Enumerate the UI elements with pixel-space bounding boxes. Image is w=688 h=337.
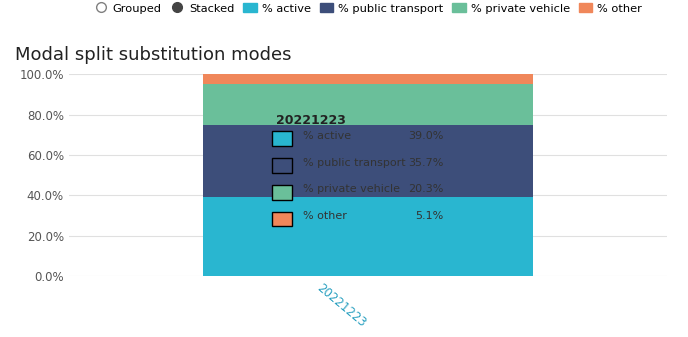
Text: 35.7%: 35.7% xyxy=(408,158,443,167)
Bar xyxy=(204,84,533,125)
Text: 20.3%: 20.3% xyxy=(408,184,443,194)
Text: % public transport: % public transport xyxy=(303,158,405,167)
Text: % active: % active xyxy=(303,131,351,141)
Bar xyxy=(204,74,533,84)
FancyBboxPatch shape xyxy=(272,212,292,226)
FancyBboxPatch shape xyxy=(272,131,292,146)
Bar xyxy=(204,197,533,276)
Text: 20221223: 20221223 xyxy=(276,114,346,127)
Text: % private vehicle: % private vehicle xyxy=(303,184,400,194)
Text: 39.0%: 39.0% xyxy=(408,131,443,141)
FancyBboxPatch shape xyxy=(272,158,292,173)
Bar xyxy=(204,125,533,197)
Text: 5.1%: 5.1% xyxy=(415,211,443,221)
Text: Modal split substitution modes: Modal split substitution modes xyxy=(15,46,292,64)
Text: % other: % other xyxy=(303,211,347,221)
FancyBboxPatch shape xyxy=(272,185,292,200)
Legend: Grouped, Stacked, % active, % public transport, % private vehicle, % other: Grouped, Stacked, % active, % public tra… xyxy=(94,3,642,14)
